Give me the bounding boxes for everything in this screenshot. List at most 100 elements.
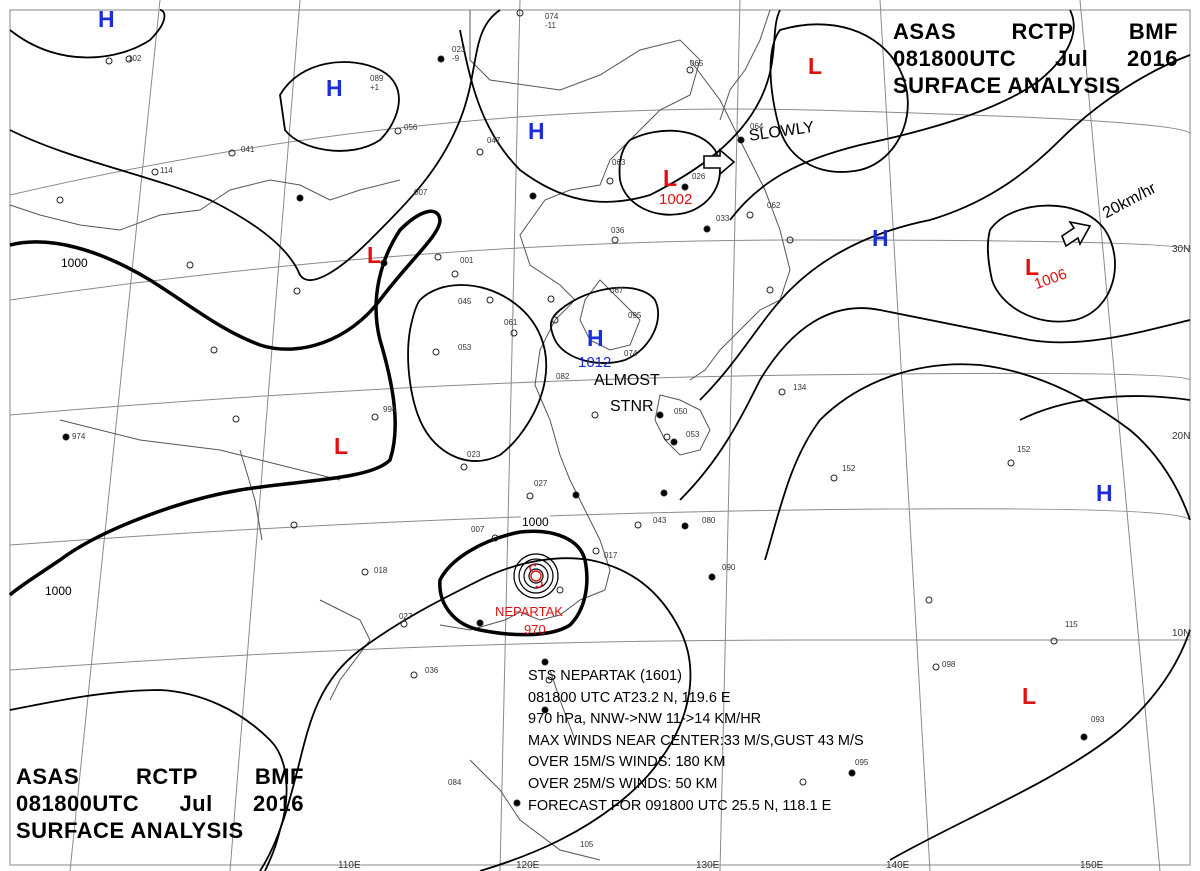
storm-info-line: 970 hPa, NNW->NW 11->14 KM/HR	[528, 711, 762, 728]
station-value: 036	[425, 666, 439, 675]
station-value: 027	[399, 612, 413, 621]
storm-info-line: 081800 UTC AT23.2 N, 119.6 E	[528, 689, 731, 706]
station-value: 064	[750, 122, 764, 131]
station-value: 080	[702, 516, 716, 525]
station-value: 001	[460, 256, 474, 265]
storm-info-line: MAX WINDS NEAR CENTER:33 M/S,GUST 43 M/S	[528, 732, 864, 749]
station-value: 115	[1065, 620, 1078, 629]
movement-arrows	[703, 148, 1092, 248]
station-value: 007	[414, 188, 428, 197]
header-line3: SURFACE ANALYSIS	[893, 72, 1178, 99]
station-value: 152	[842, 464, 856, 473]
graticule	[9, 0, 1191, 871]
station-value: 095	[628, 311, 642, 320]
station-value: 095	[855, 758, 869, 767]
station-value: 082	[556, 372, 570, 381]
latitude-label: 20N	[1172, 431, 1191, 442]
typhoon-pressure: 970	[524, 622, 546, 637]
header-station: RCTP	[136, 764, 198, 789]
header-issuer: BMF	[254, 764, 304, 789]
station-value: +1	[370, 83, 380, 92]
station-value: 063	[612, 158, 626, 167]
station-value: 152	[1017, 445, 1031, 454]
header-product: ASAS	[893, 19, 957, 44]
high-pressure-center: H	[528, 118, 545, 144]
low-pressure-center: L	[334, 433, 349, 459]
low-pressure-value: 1002	[659, 191, 693, 208]
station-value: 065	[690, 59, 704, 68]
isobars-1000	[8, 209, 589, 637]
header-product: ASAS	[16, 764, 80, 789]
header-title: SURFACE ANALYSIS	[893, 73, 1121, 98]
header-line2: 081800UTC Jul 2016	[893, 45, 1178, 72]
station-value: 007	[471, 525, 485, 534]
station-value: 090	[722, 563, 736, 572]
station-value: 114	[160, 166, 173, 175]
station-value: 062	[767, 201, 781, 210]
header-line1: ASAS RCTP BMF	[16, 763, 304, 790]
isobar-label: 1000	[44, 584, 73, 598]
low-pressure-center: L	[1022, 683, 1037, 709]
station-value: 041	[241, 145, 255, 154]
longitude-label: 110E	[338, 860, 361, 871]
low-pressure-center: L	[808, 53, 823, 79]
latitude-label: 10N	[1172, 628, 1191, 639]
station-value: 017	[604, 551, 618, 560]
station-value: 043	[653, 516, 667, 525]
high-pressure-center: H	[872, 225, 889, 251]
low-pressure-center: L	[1025, 254, 1040, 280]
low-pressure-center: L	[367, 242, 382, 268]
station-value: 974	[72, 432, 86, 441]
station-value: 061	[504, 318, 518, 327]
header-month: Jul	[179, 791, 213, 816]
longitude-label: 150E	[1080, 860, 1104, 871]
header-top-right: ASAS RCTP BMF 081800UTC Jul 2016 SURFACE…	[893, 18, 1178, 99]
longitude-label: 120E	[516, 860, 540, 871]
station-markers	[56, 9, 1088, 807]
storm-info-line: STS NEPARTAK (1601)	[528, 668, 682, 684]
station-value: 018	[374, 566, 388, 575]
station-value: 084	[448, 778, 462, 787]
isobars	[9, 9, 1191, 871]
header-time: 081800UTC	[893, 46, 1017, 71]
movement-note-stnr: STNR	[610, 398, 654, 415]
station-value: 033	[716, 214, 730, 223]
header-time: 081800UTC	[16, 791, 140, 816]
storm-info-box: STS NEPARTAK (1601) 081800 UTC AT23.2 N,…	[528, 666, 968, 817]
station-value: 036	[611, 226, 625, 235]
typhoon-name: NEPARTAK	[495, 604, 563, 619]
high-pressure-center: H	[1096, 480, 1113, 506]
storm-info-line: FORECAST FOR 091800 UTC 25.5 N, 118.1 E	[528, 797, 832, 814]
station-value: 102	[128, 54, 142, 63]
storm-info-line: OVER 25M/S WINDS: 50 KM	[528, 775, 718, 792]
station-value: 093	[1091, 715, 1105, 724]
station-value: 053	[686, 430, 700, 439]
station-value: 074	[545, 12, 559, 21]
header-bottom-left: ASAS RCTP BMF 081800UTC Jul 2016 SURFACE…	[16, 763, 304, 844]
station-value: 023	[452, 45, 466, 54]
station-value: 047	[487, 136, 501, 145]
station-value: 050	[674, 407, 688, 416]
coastlines	[9, 9, 791, 861]
station-value: 056	[404, 123, 418, 132]
header-line3: SURFACE ANALYSIS	[16, 817, 304, 844]
latitude-label: 30N	[1172, 244, 1191, 255]
station-value: -11	[545, 21, 556, 30]
isobar-label: 1000	[60, 256, 89, 270]
storm-info-line: OVER 15M/S WINDS: 180 KM	[528, 754, 726, 771]
header-line2: 081800UTC Jul 2016	[16, 790, 304, 817]
station-value: 053	[458, 343, 472, 352]
header-issuer: BMF	[1128, 19, 1178, 44]
typhoon-rings	[513, 553, 559, 599]
high-pressure-value: 1012	[578, 354, 612, 371]
station-value: 994	[383, 405, 397, 414]
header-station: RCTP	[1011, 19, 1074, 44]
station-value: -9	[452, 54, 460, 63]
station-value: 105	[580, 840, 594, 849]
header-month: Jul	[1054, 46, 1089, 71]
station-value: 134	[793, 383, 807, 392]
movement-note-almost: ALMOST	[594, 372, 660, 389]
station-value: 074	[624, 349, 638, 358]
station-value: 023	[467, 450, 481, 459]
